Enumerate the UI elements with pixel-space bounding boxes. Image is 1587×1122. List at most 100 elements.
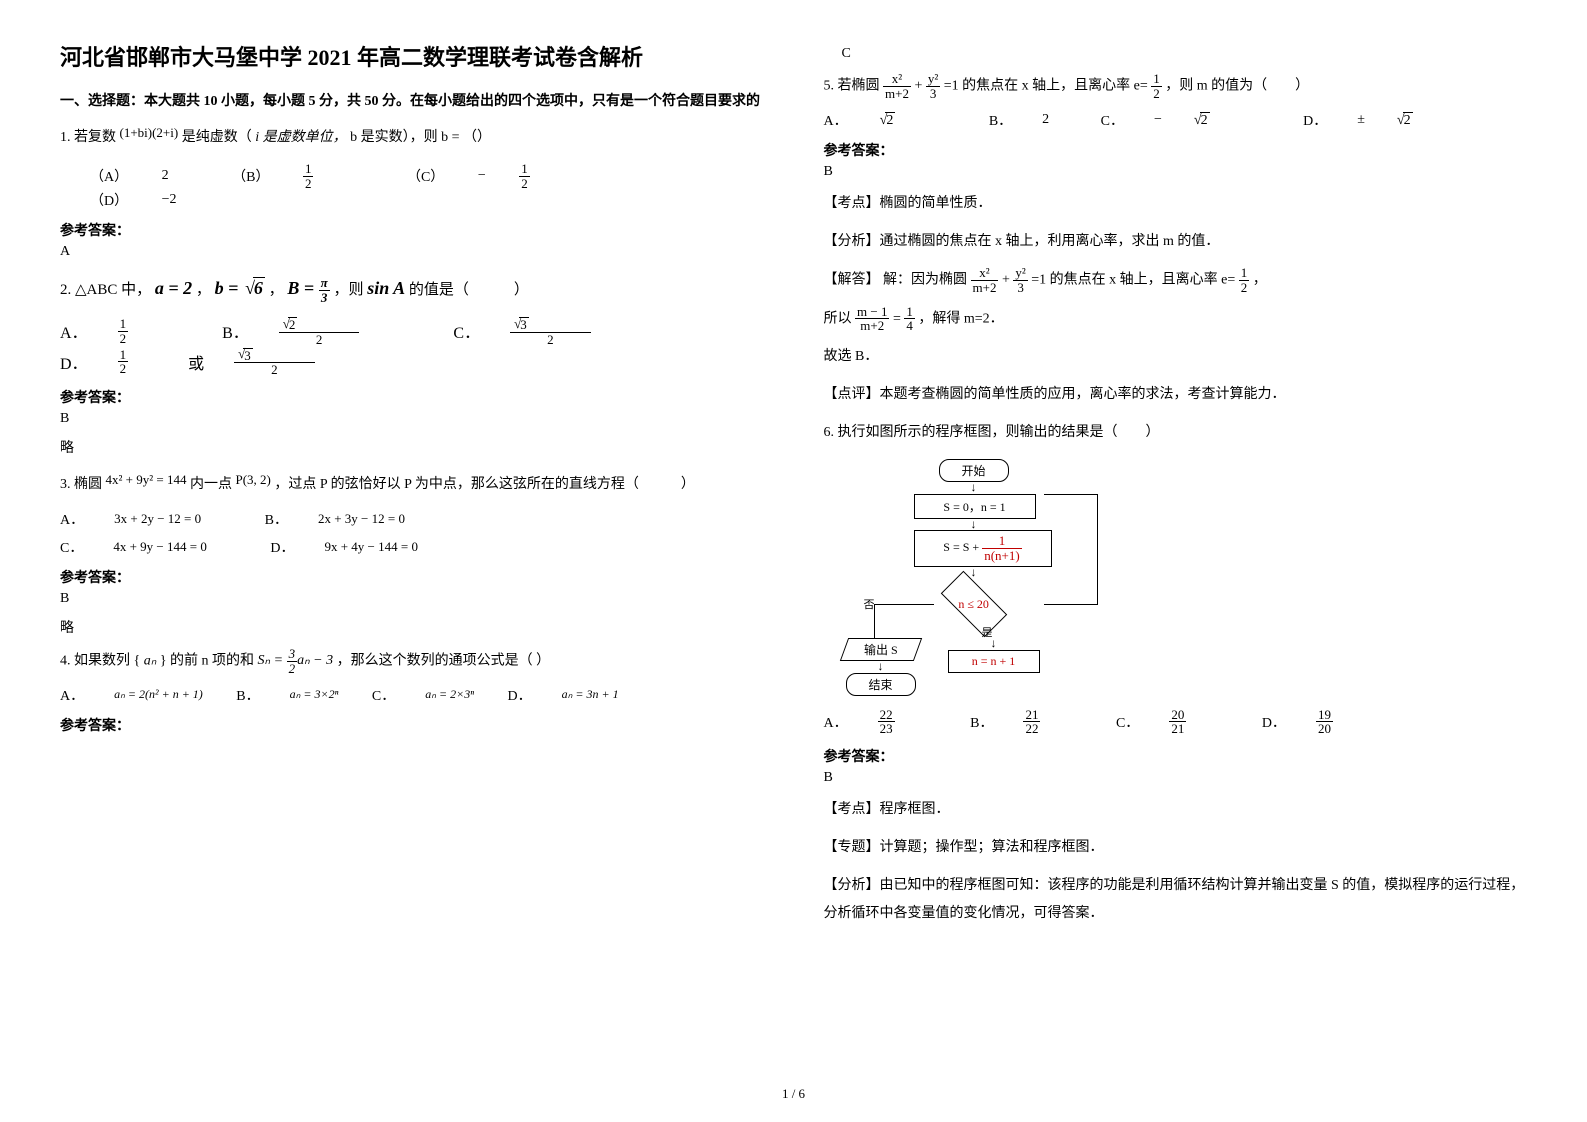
left-column: 河北省邯郸市大马堡中学 2021 年高二数学理联考试卷含解析 一、选择题：本大题… [60,40,764,938]
q3-optC: C． 4x + 9y − 144 = 0 [60,537,237,557]
q5-e2-num: y² [926,72,940,87]
q2-optA: A．12 [60,317,188,345]
right-column: C 5. 若椭圆 x²m+2 + y²3 =1 的焦点在 x 轴上，且离心率 e… [824,40,1528,938]
q2-optC-rad: 3 [519,317,529,332]
q2-suffix: 的值是（ ） [409,282,529,298]
q5-ecc: 12 [1151,72,1162,100]
q1-optC-num: 1 [519,162,530,177]
q2-optB-lbl: B． [222,319,249,343]
q5-optB-val: 2 [1042,112,1049,128]
q1-optC-sign: − [478,168,486,184]
q2-sinA: sin A [367,278,405,298]
q6-kd-label: 【考点】 [824,802,880,817]
flow-init: S = 0，n = 1 [914,494,1036,519]
q6-optC-num: 20 [1169,708,1186,723]
q6-optB-frac: 2122 [1023,708,1070,736]
q5-ans: B [824,164,1528,180]
q6-ans: B [824,770,1528,786]
flow-line-left [874,604,934,605]
q5-jd-ecc-num: 1 [1239,266,1250,281]
q2-sep3: ，则 [333,282,367,298]
q1-optD-val: −2 [162,192,177,208]
question-5: 5. 若椭圆 x²m+2 + y²3 =1 的焦点在 x 轴上，且离心率 e= … [824,72,1528,100]
q5-so-lhs: m − 1m+2 [855,305,889,333]
q3-note: 略 [60,617,764,637]
q1-options: （A） 2 （B） 12 （C） − 12 （D） −2 [60,162,764,210]
q2-B-num: π [319,276,330,291]
q2-optC-sqrt: 3 [512,317,559,332]
q5-options: A．2 B．2 C．−2 D． ±2 [824,110,1528,130]
flow-assign: S = S + 1n(n+1) [914,530,1052,566]
q4-mid1: } 的前 n 项的和 [160,653,258,668]
q2-B-frac: π3 [319,276,330,304]
q2-optD2-rad: 3 [243,348,253,363]
q5-mid2: ，则 m 的值为（ ） [1165,78,1309,93]
q6-zt-label: 【专题】 [824,840,880,855]
q5-jd-mid1: 的焦点在 x 轴上，且离心率 e= [1050,273,1236,288]
q5-e1-den: m+2 [883,87,911,101]
q6-optD-den: 20 [1316,722,1333,736]
q3-optD: D．9x + 4y − 144 = 0 [270,537,448,557]
q4-optB-lbl: B． [236,685,259,705]
q5-optA: A．2 [824,110,956,130]
flow-arrow-5: ↓ [844,662,918,672]
q5-fx-text: 通过椭圆的焦点在 x 轴上，利用离心率，求出 m 的值． [880,234,1220,249]
q4-optD: D．aₙ = 3n + 1 [508,685,619,705]
q5-optB: B．2 [989,110,1079,130]
q5-dp-text: 本题考查椭圆的简单性质的应用，离心率的求法，考查计算能力． [880,387,1286,402]
q5-optC-lbl: C． [1101,110,1124,130]
q3-optC-val: 4x + 9y − 144 = 0 [113,539,207,555]
q3-optB: B．2x + 3y − 12 = 0 [265,509,435,529]
q5-jd-e1-num: x² [971,266,999,281]
flow-arrow-3: ↓ [914,568,1034,578]
q6-optA-frac: 2223 [878,708,925,736]
flow-loop-up [1097,494,1098,604]
q1-ans-label: 参考答案： [60,220,764,240]
q2-optD-or: 或 [188,350,204,374]
q1-optC: （C） − 12 [407,162,590,190]
q3-optC-lbl: C． [60,537,83,557]
q5-optC: C．−2 [1101,110,1270,130]
q5-kd-text: 椭圆的简单性质． [880,196,992,211]
q5-final: 故选 B． [824,343,1528,371]
q1-optD: （D） −2 [90,190,207,210]
question-2: 2. △ABC 中， a = 2 ， b = 6 ， B = π3 ，则 sin… [60,270,764,306]
q6-zt: 【专题】计算题；操作型；算法和程序框图． [824,834,1528,862]
q5-optD-sqrt: 2 [1395,112,1443,129]
q5-kd-label: 【考点】 [824,196,880,211]
flow-arrow-4: ↓ [948,639,1040,649]
q2-optD2-den: 2 [234,363,315,377]
q3-mid2: ，过点 P 的弦恰好以 P 为中点，那么这弦所在的直线方程（ ） [274,477,695,492]
q5-optA-rad: 2 [885,112,895,129]
q2-optD-lbl: D． [60,350,88,374]
q2-a: a = 2 [155,278,192,298]
q5-optD-lbl: D． [1303,110,1327,130]
q6-options: A．2223 B．2122 C．2021 D．1920 [824,708,1528,736]
q5-optD-sign: ± [1357,112,1365,128]
q1-optD-label: （D） [90,190,128,210]
q3-mid1: 内一点 [190,477,236,492]
q2-B-lhs: B = [287,278,318,298]
q2-optB-rad: 2 [288,317,298,332]
q2-b-rad: 6 [253,277,265,298]
q6-optB-num: 21 [1023,708,1040,723]
flow-yes-label: 是 [982,624,993,640]
flow-arrow-2: ↓ [914,520,1034,530]
q6-optB: B．2122 [970,708,1100,736]
q5-so-prefix: 所以 [824,311,856,326]
q6-optC-den: 21 [1169,722,1186,736]
q4-prefix: 4. 如果数列 { [60,653,140,668]
q2-optD2-num: 3 [234,347,315,364]
q2-optC-den: 2 [510,333,591,347]
q1-expr: (1+bi)(2+i) [120,125,179,140]
q5-eq1: =1 [944,78,959,93]
q4-optD-lbl: D． [508,685,532,705]
flow-out-text: 输出 S [864,641,898,658]
q5-e2: y²3 [926,72,940,100]
q5-jd: 【解答】 解：因为椭圆 x²m+2 + y²3 =1 的焦点在 x 轴上，且离心… [824,266,1528,294]
q2-note: 略 [60,437,764,457]
q5-e1-num: x² [883,72,911,87]
q2-B-den: 3 [319,291,330,305]
q6-optD-frac: 1920 [1316,708,1363,736]
q3-optB-lbl: B． [265,509,288,529]
